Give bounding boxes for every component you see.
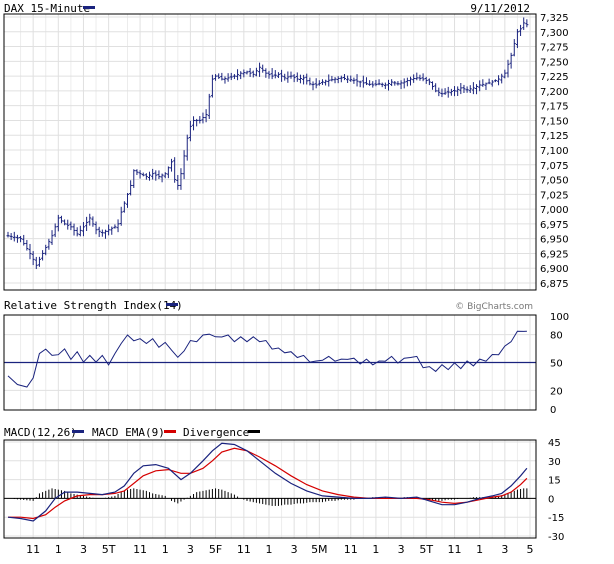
x-tick-label: 5T [102, 543, 116, 556]
price-y-tick-label: 7,275 [540, 43, 569, 54]
x-tick-label: 1 [266, 543, 273, 556]
price-y-tick-label: 7,100 [540, 146, 569, 157]
rsi-panel-frame [3, 314, 537, 411]
macd-legend-swatch [72, 430, 84, 433]
x-tick-label: 1 [55, 543, 62, 556]
macd-legend-ema: MACD EMA(9) [92, 426, 165, 439]
divergence-legend-swatch [248, 430, 260, 433]
rsi-y-tick-label: 20 [550, 386, 563, 397]
rsi-line [7, 330, 527, 388]
x-tick-labels: 11 1 3 5T 11 1 3 5F 11 1 3 5M 11 1 3 5T 11 1 3 5 [26, 543, 533, 556]
price-y-tick-label: 7,025 [540, 190, 569, 201]
frame-layer [3, 13, 537, 539]
macd-line [7, 442, 528, 522]
x-tick-label: 5M [311, 543, 328, 556]
grid-layer [4, 14, 536, 538]
rsi-legend-swatch [166, 303, 178, 306]
x-tick-label: 5T [419, 543, 433, 556]
x-tick-label: 1 [162, 543, 169, 556]
x-tick-label: 1 [372, 543, 379, 556]
x-tick-label: 11 [133, 543, 147, 556]
macd-y-tick-label: -15 [548, 513, 564, 524]
x-tick-label: 5 [527, 543, 534, 556]
x-tick-label: 11 [26, 543, 40, 556]
price-y-tick-label: 7,200 [540, 87, 569, 98]
x-tick-label: 11 [344, 543, 358, 556]
price-y-tick-label: 7,250 [540, 57, 569, 68]
macd-y-tick-label: 30 [548, 457, 561, 468]
macd-y-tick-label: -30 [548, 532, 564, 543]
price-y-tick-label: 6,900 [540, 264, 569, 275]
ema-legend-swatch [164, 430, 176, 433]
x-tick-label: 5F [209, 543, 222, 556]
price-panel-frame [3, 13, 537, 291]
macd-y-tick-label: 0 [548, 494, 554, 505]
x-tick-label: 3 [501, 543, 508, 556]
price-y-tick-label: 7,150 [540, 116, 569, 127]
x-tick-label: 3 [187, 543, 194, 556]
x-tick-label: 11 [237, 543, 251, 556]
price-y-tick-label: 7,000 [540, 205, 569, 216]
rsi-y-tick-label: 100 [550, 312, 569, 323]
bigcharts-watermark: © BigCharts.com [455, 302, 533, 312]
price-legend-swatch [83, 6, 95, 9]
macd-legend-macd: MACD(12,26) [4, 426, 77, 439]
x-tick-label: 11 [448, 543, 462, 556]
x-tick-label: 3 [80, 543, 87, 556]
price-y-tick-label: 6,950 [540, 235, 569, 246]
rsi-y-tick-label: 50 [550, 359, 563, 370]
x-tick-label: 1 [476, 543, 483, 556]
x-tick-label: 3 [291, 543, 298, 556]
price-y-tick-label: 6,875 [540, 279, 569, 290]
y-tick-labels: 6,875 6,900 6,925 6,950 6,975 7,000 7,025 7,050… [540, 13, 569, 543]
macd-y-tick-label: 15 [548, 476, 561, 487]
macd-legend-divergence: Divergence [183, 426, 249, 439]
rsi-panel-title: Relative Strength Index(14) [4, 299, 183, 312]
price-chart-title: DAX 15-Minute [4, 2, 90, 15]
price-y-tick-label: 7,175 [540, 102, 569, 113]
price-y-tick-label: 7,300 [540, 28, 569, 39]
rsi-y-tick-label: 0 [550, 405, 556, 416]
chart-date: 9/11/2012 [470, 2, 530, 15]
macd-y-tick-label: 45 [548, 438, 561, 449]
series-layer [4, 17, 536, 522]
price-y-tick-label: 6,925 [540, 249, 569, 260]
price-y-tick-label: 7,125 [540, 131, 569, 142]
price-y-tick-label: 7,075 [540, 161, 569, 172]
rsi-y-tick-label: 80 [550, 331, 563, 342]
price-y-tick-label: 7,325 [540, 13, 569, 24]
macd-panel-frame [3, 439, 537, 539]
price-y-tick-label: 6,975 [540, 220, 569, 231]
price-y-tick-label: 7,225 [540, 72, 569, 83]
x-tick-label: 3 [398, 543, 405, 556]
price-y-tick-label: 7,050 [540, 176, 569, 187]
